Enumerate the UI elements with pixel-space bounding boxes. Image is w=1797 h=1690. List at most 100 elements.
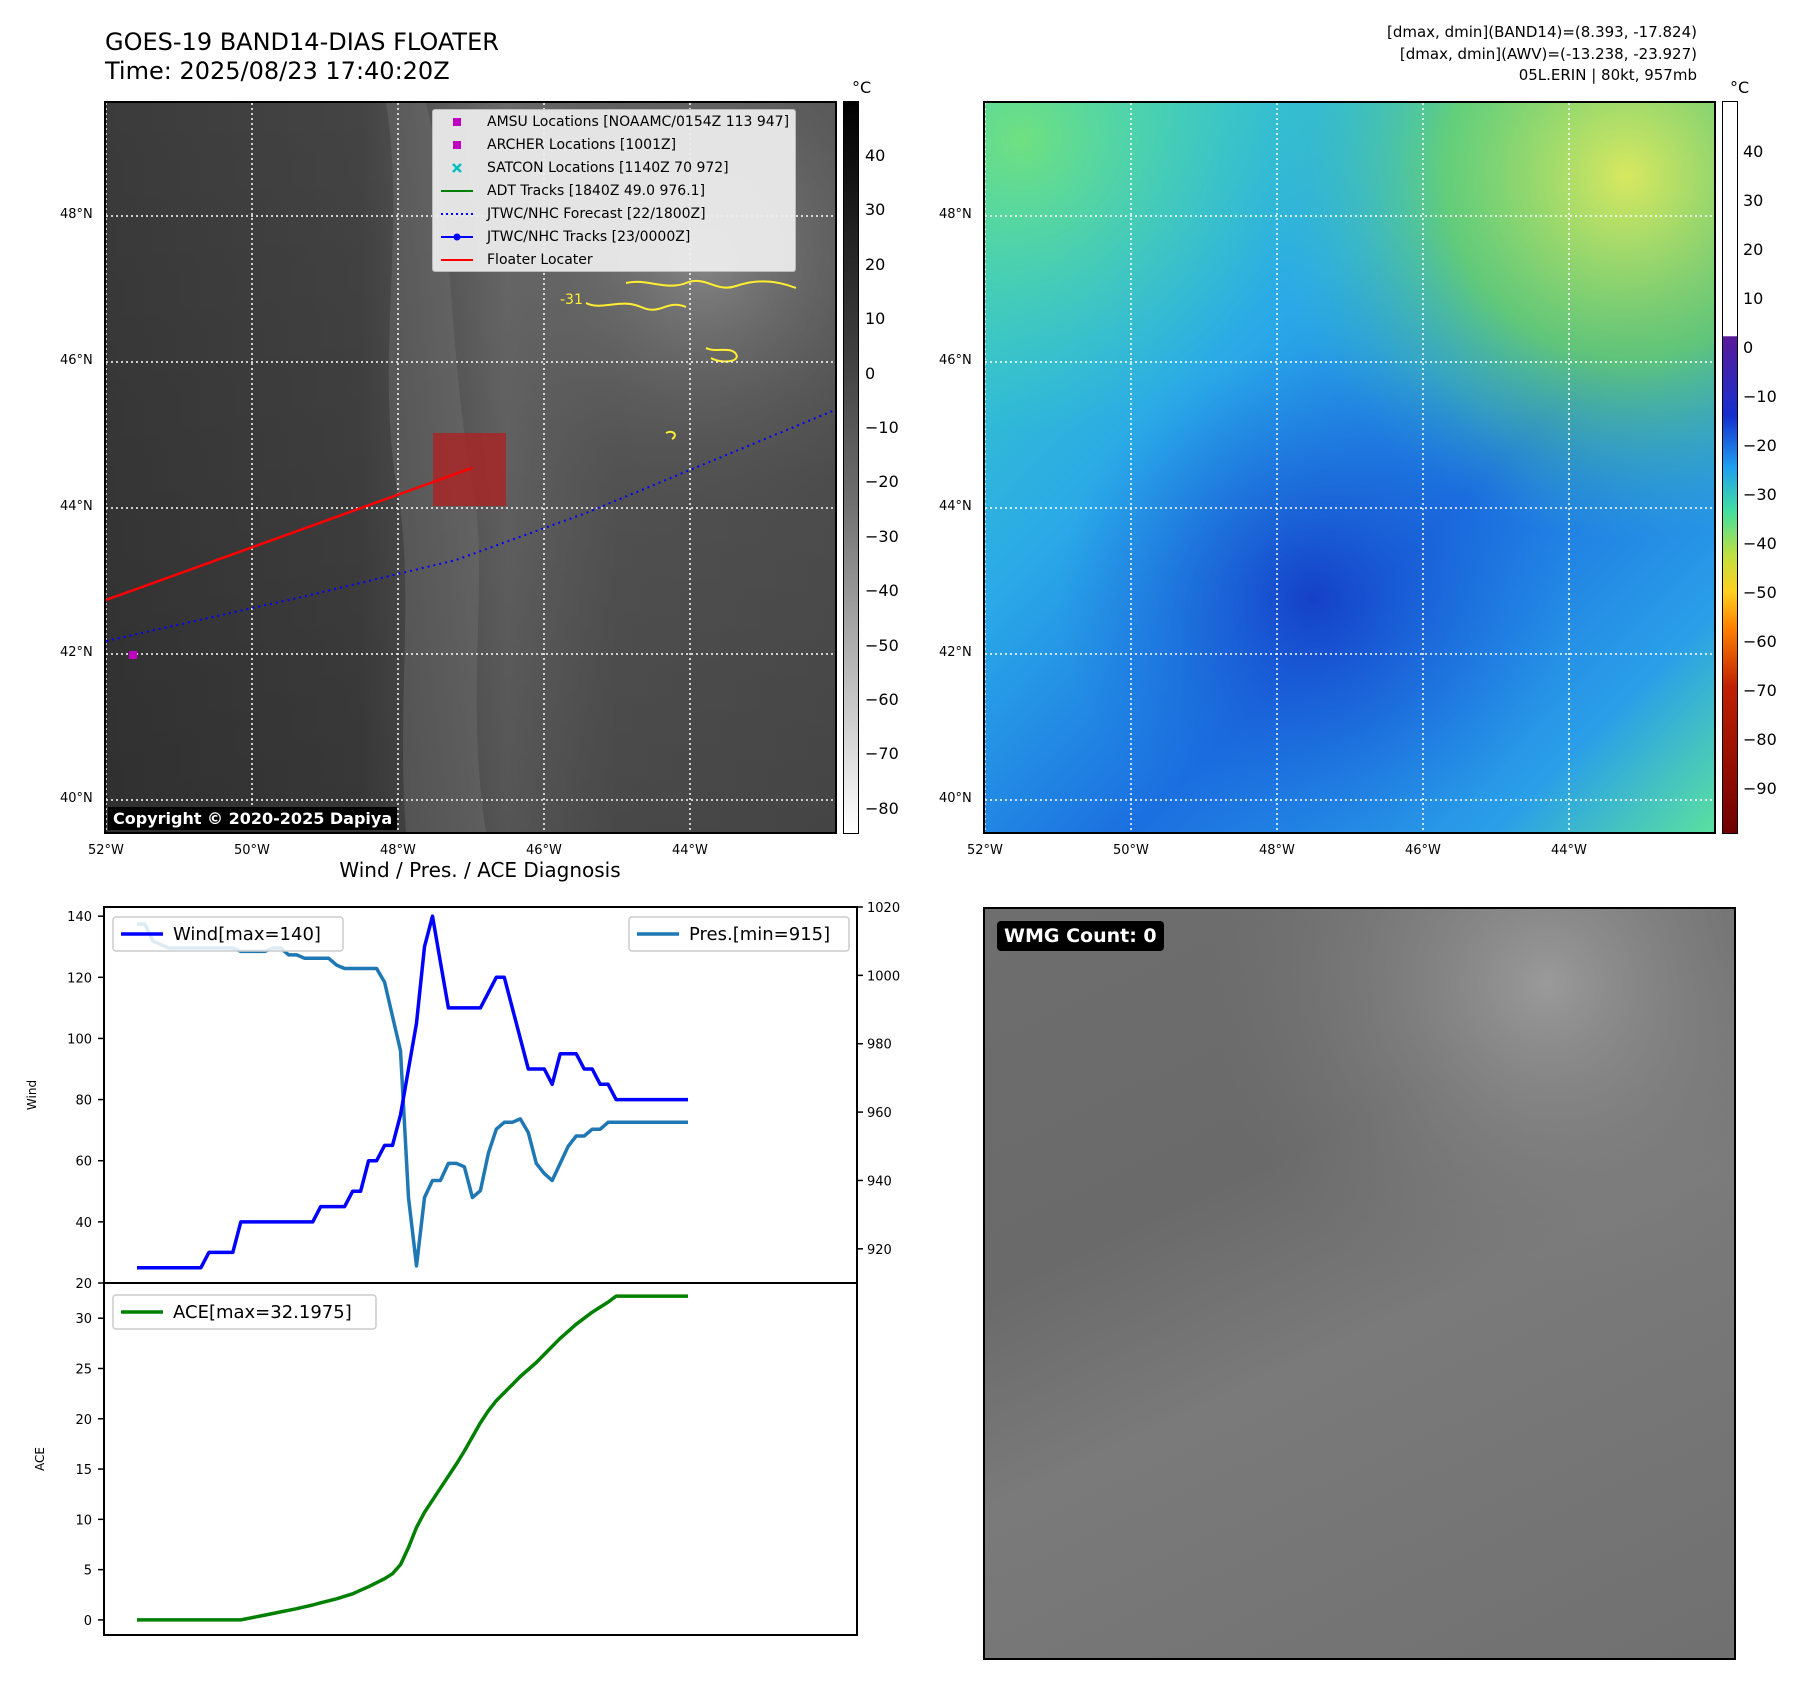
ir-map-legend: AMSU Locations [NOAAMC/0154Z 113 947] ARC…	[432, 109, 797, 272]
wind-tick-label: 140	[67, 910, 92, 925]
ace-legend-box	[112, 1294, 377, 1330]
ir-colorbar-tick: −20	[865, 472, 899, 492]
amsu-location-marker	[129, 651, 137, 659]
ir-colorbar-tick: −40	[865, 581, 899, 601]
ir-lon-label: 52°W	[88, 843, 124, 858]
info-awv: [dmax, dmin](AWV)=(-13.238, -23.927)	[1399, 45, 1697, 63]
legend-entry: AMSU Locations [NOAAMC/0154Z 113 947]	[433, 110, 795, 133]
wv-lat-label: 48°N	[939, 207, 972, 222]
ace-tick-label: 20	[75, 1413, 92, 1428]
legend-entry: ARCHER Locations [1001Z]	[433, 133, 795, 156]
wv-colorbar-tick: 30	[1743, 191, 1764, 210]
wv-gridlines	[985, 103, 1714, 832]
wind-tick-label: 80	[75, 1094, 92, 1109]
ir-colorbar-tick: 30	[865, 200, 886, 220]
wv-colorbar-tick: −30	[1743, 485, 1777, 504]
legend-symbol	[439, 184, 475, 198]
legend-label: Floater Locater	[487, 251, 593, 268]
legend-entry: SATCON Locations [1140Z 70 972]	[433, 156, 795, 179]
legend-entry: ADT Tracks [1840Z 49.0 976.1]	[433, 179, 795, 202]
wv-lon-label: 44°W	[1551, 843, 1587, 858]
ace-tick-label: 25	[75, 1362, 92, 1377]
wind-series-line	[137, 914, 688, 1270]
wind-axis-label: Wind	[25, 1080, 39, 1110]
legend-symbol	[439, 115, 475, 129]
ir-lon-label: 50°W	[234, 843, 270, 858]
legend-label: ARCHER Locations [1001Z]	[487, 136, 677, 153]
ir-contour-lines	[585, 280, 797, 440]
contour-label: -31	[560, 292, 583, 308]
ir-colorbar-tick: −80	[865, 798, 899, 818]
ir-colorbar-tick: 40	[865, 146, 886, 165]
legend-entry: JTWC/NHC Forecast [22/1800Z]	[433, 202, 795, 225]
ir-lat-label: 42°N	[60, 645, 93, 660]
wind-legend-label: Wind[max=140]	[173, 924, 321, 945]
pressure-tick-label: 1000	[867, 969, 900, 984]
wind-tick-label: 100	[67, 1032, 92, 1047]
wmg-panel: WMG Count: 0	[983, 907, 1736, 1660]
ir-colorbar-unit: °C	[852, 78, 872, 97]
ace-tick-label: 5	[84, 1564, 92, 1579]
ir-colorbar-tick: 0	[865, 363, 876, 383]
legend-label: JTWC/NHC Forecast [22/1800Z]	[487, 205, 706, 222]
wv-colorbar-tick: 40	[1743, 142, 1764, 161]
wmg-imagery	[985, 909, 1734, 1658]
ir-colorbar-tick: −50	[865, 635, 899, 655]
ace-tick-label: 10	[75, 1513, 92, 1528]
pressure-tick-label: 920	[867, 1243, 892, 1258]
ir-lat-label: 48°N	[60, 207, 93, 222]
legend-symbol	[439, 207, 475, 221]
ir-lon-label: 44°W	[672, 843, 708, 858]
wv-lat-label: 42°N	[939, 645, 972, 660]
pressure-tick-label: 940	[867, 1174, 892, 1189]
pressure-tick-label: 1020	[867, 901, 900, 916]
wmg-count-badge: WMG Count: 0	[997, 921, 1164, 951]
wv-colorbar-tick: −80	[1743, 730, 1777, 749]
wv-colorbar-tick: −40	[1743, 534, 1777, 553]
wind-tick-label: 40	[75, 1216, 92, 1231]
legend-label: SATCON Locations [1140Z 70 972]	[487, 159, 729, 176]
wind-tick-label: 60	[75, 1155, 92, 1170]
figure-time: Time: 2025/08/23 17:40:20Z	[105, 57, 450, 85]
wv-lon-label: 48°W	[1259, 843, 1295, 858]
pressure-tick-label: 980	[867, 1038, 892, 1053]
wv-colorbar-tick: −10	[1743, 387, 1777, 406]
pressure-legend-box	[628, 916, 850, 952]
ace-tick-label: 30	[75, 1312, 92, 1327]
wv-colorbar-tick: 0	[1743, 338, 1754, 357]
wv-colorbar	[1722, 101, 1738, 834]
wind-tick-label: 120	[67, 971, 92, 986]
wv-lat-label: 40°N	[939, 791, 972, 806]
wv-lon-label: 52°W	[967, 843, 1003, 858]
pressure-tick-label: 960	[867, 1106, 892, 1121]
ir-colorbar-tick: −30	[865, 526, 899, 546]
wind-legend-box	[112, 916, 344, 952]
wv-colorbar-tick: 20	[1743, 240, 1764, 259]
wv-colorbar-tick: −90	[1743, 779, 1777, 798]
wv-colorbar-unit: °C	[1730, 78, 1750, 97]
ir-lon-label: 48°W	[380, 843, 416, 858]
legend-label: ADT Tracks [1840Z 49.0 976.1]	[487, 182, 706, 199]
ir-colorbar-tick: 10	[865, 309, 886, 329]
wv-lon-label: 50°W	[1113, 843, 1149, 858]
legend-entry: JTWC/NHC Tracks [23/0000Z]	[433, 225, 795, 248]
ir-colorbar	[843, 101, 859, 834]
ir-lat-label: 40°N	[60, 791, 93, 806]
ir-map-panel: -31 AMSU Locations [NOAAMC/0154Z 113 947…	[104, 101, 837, 834]
legend-symbol	[439, 253, 475, 267]
wv-colorbar-tick: 10	[1743, 289, 1764, 308]
ir-colorbar-tick: 20	[865, 254, 886, 274]
legend-symbol	[439, 230, 475, 244]
wv-map-imagery	[985, 103, 1714, 832]
legend-symbol	[439, 138, 475, 152]
diagnosis-frame	[103, 906, 858, 1636]
diagnosis-title: Wind / Pres. / ACE Diagnosis	[339, 858, 620, 882]
legend-entry: Floater Locater	[433, 248, 795, 271]
wind-tick-label: 20	[75, 1277, 92, 1292]
ir-lat-label: 44°N	[60, 499, 93, 514]
wv-lon-label: 46°W	[1405, 843, 1441, 858]
wv-colorbar-tick: −50	[1743, 583, 1777, 602]
wv-lat-label: 44°N	[939, 499, 972, 514]
ace-series-line	[137, 1294, 688, 1622]
diagnosis-chart: Wind / Pres. / ACE Diagnosis 20 40 60 80 100…	[25, 858, 900, 1636]
